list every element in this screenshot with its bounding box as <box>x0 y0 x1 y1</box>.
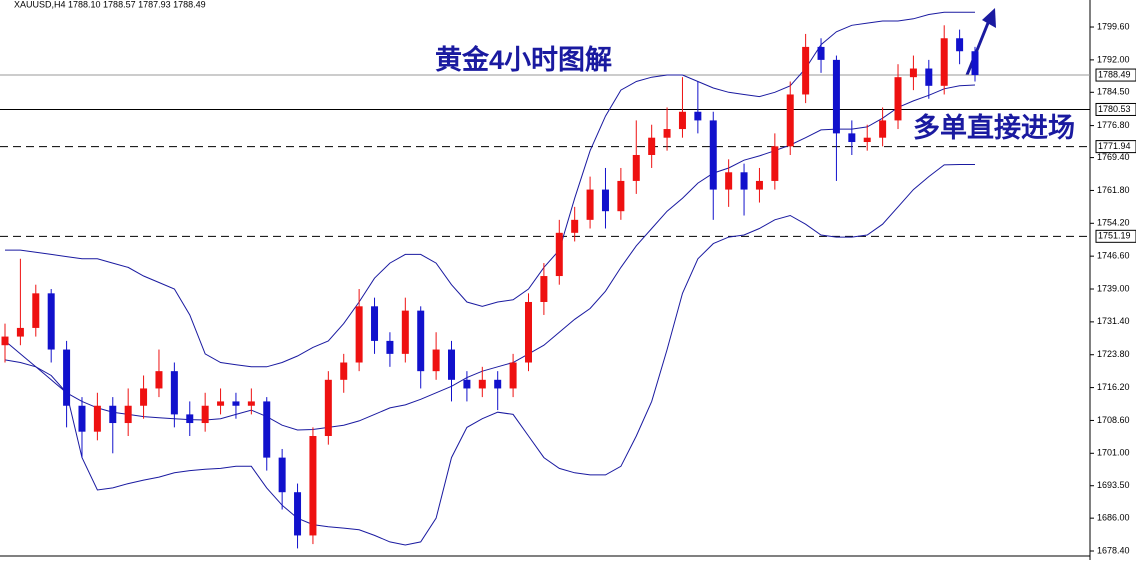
candle-body <box>294 492 302 536</box>
candle-body <box>725 172 733 190</box>
candle-body <box>63 349 71 406</box>
candle-body <box>771 146 779 181</box>
level-label-box <box>1095 229 1136 243</box>
candle-body <box>709 120 717 190</box>
candle-body <box>155 371 163 389</box>
candle-body <box>309 436 317 536</box>
candle-body <box>78 405 86 432</box>
candle-body <box>601 189 609 212</box>
candle-body <box>909 68 917 78</box>
candle-body <box>509 362 517 389</box>
y-tick-label: 1754.20 <box>1097 218 1130 228</box>
candle-body <box>32 293 40 328</box>
level-label-box <box>1095 140 1136 154</box>
candle-body <box>340 362 348 380</box>
candle-body <box>571 219 579 233</box>
annotation: 黄金4小时图解 <box>435 44 612 75</box>
candle-body <box>1 336 9 346</box>
candle-body <box>47 293 55 350</box>
y-tick-label: 1746.60 <box>1097 251 1130 261</box>
candle-body <box>371 306 379 341</box>
candle-body <box>956 38 964 52</box>
level-label: 1780.53 <box>1098 104 1131 114</box>
y-tick-label: 1686.00 <box>1097 513 1130 523</box>
candle-body <box>494 379 502 389</box>
candle-body <box>663 129 671 138</box>
candle-body <box>463 379 471 389</box>
candle-body <box>93 405 101 432</box>
candle-body <box>524 301 532 363</box>
y-tick-label: 1761.80 <box>1097 185 1130 195</box>
candle-body <box>632 154 640 181</box>
candle-body <box>540 276 548 302</box>
y-tick-label: 1792.00 <box>1097 54 1130 64</box>
y-tick-label: 1693.50 <box>1097 480 1130 490</box>
candle-body <box>786 94 794 147</box>
candle-body <box>247 401 255 406</box>
candle-body <box>879 120 887 138</box>
y-tick-label: 1784.50 <box>1097 87 1130 97</box>
candle-body <box>755 180 763 190</box>
candle-body <box>648 137 656 155</box>
arrow <box>965 8 996 76</box>
candle-body <box>617 180 625 212</box>
band-line <box>4 164 975 546</box>
candle-body <box>555 232 563 277</box>
candle-body <box>586 189 594 220</box>
y-tick-label: 1708.60 <box>1097 415 1130 425</box>
y-tick-label: 1731.40 <box>1097 316 1130 326</box>
candle-body <box>432 349 440 372</box>
candle-body <box>201 405 209 424</box>
candle-body <box>971 51 979 76</box>
candle-body <box>802 46 810 95</box>
band-line <box>5 11 975 368</box>
candle-body <box>448 349 456 380</box>
candle-body <box>817 46 825 60</box>
candle-body <box>694 111 702 121</box>
y-tick-label: 1769.40 <box>1097 152 1130 162</box>
candle-body <box>186 414 194 424</box>
candle-body <box>940 38 948 86</box>
candle-body <box>478 379 486 389</box>
level-label: 1788.49 <box>1098 69 1131 79</box>
candle-body <box>863 137 871 143</box>
candle-body <box>401 310 409 354</box>
annotation: 多单直接进场 <box>913 113 1075 143</box>
y-tick-label: 1716.20 <box>1097 382 1130 392</box>
candle-body <box>109 405 117 424</box>
candle-body <box>124 405 132 424</box>
y-tick-label: 1739.00 <box>1097 283 1130 293</box>
y-tick-label: 1701.00 <box>1097 448 1130 458</box>
candle-body <box>232 401 240 406</box>
candle-body <box>170 371 178 415</box>
candle-body <box>16 327 24 337</box>
candle-body <box>925 68 933 86</box>
band-line <box>4 84 976 431</box>
level-label-box <box>1095 102 1136 116</box>
candle-body <box>278 457 286 493</box>
candle-body <box>894 77 902 121</box>
candle-body <box>740 172 748 190</box>
level-label: 1771.94 <box>1098 141 1131 151</box>
y-tick-label: 1678.40 <box>1097 545 1130 555</box>
candle-body <box>832 59 840 134</box>
level-label-box <box>1095 68 1136 82</box>
y-tick-label: 1723.80 <box>1097 349 1130 359</box>
candle-body <box>386 340 394 354</box>
candle-body <box>324 379 332 437</box>
candle-body <box>140 388 148 406</box>
level-label: 1751.19 <box>1098 231 1131 241</box>
candle-body <box>355 306 363 363</box>
header: XAUUSD,H4 1788.10 1788.57 1787.93 1788.4… <box>14 0 206 9</box>
y-tick-label: 1776.80 <box>1097 120 1130 130</box>
candle-body <box>848 133 856 143</box>
candle-body <box>263 401 271 458</box>
candle-body <box>417 310 425 372</box>
y-tick-label: 1799.60 <box>1097 21 1130 31</box>
candle-body <box>217 401 225 406</box>
candle-body <box>678 111 686 130</box>
